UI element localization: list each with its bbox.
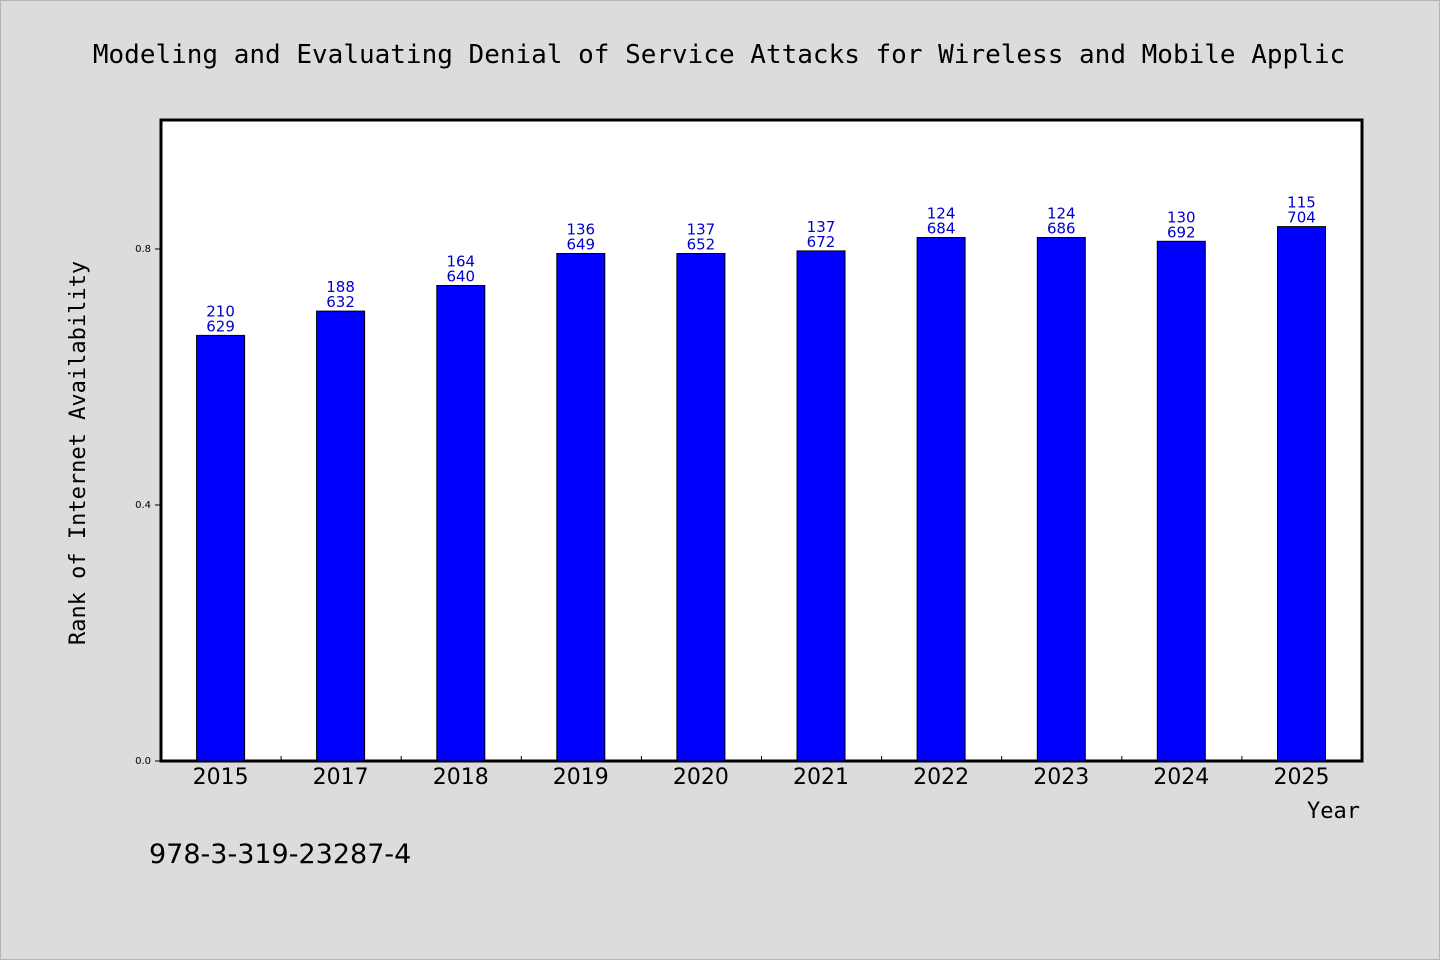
x-tick-label-2020: 2020 bbox=[673, 765, 729, 790]
bar-2021 bbox=[796, 250, 846, 762]
chart-title: Modeling and Evaluating Denial of Servic… bbox=[93, 40, 1345, 70]
x-tick-label-2023: 2023 bbox=[1033, 765, 1089, 790]
data-label-top-2025: 115 bbox=[1287, 194, 1316, 212]
x-tick-label-2019: 2019 bbox=[553, 765, 609, 790]
x-tick-label-2017: 2017 bbox=[313, 765, 369, 790]
data-label-top-2019: 136 bbox=[566, 221, 595, 239]
bar-2025 bbox=[1277, 226, 1326, 762]
data-label-bottom-2015: 629 bbox=[206, 317, 235, 335]
x-tick-label-2025: 2025 bbox=[1274, 765, 1330, 790]
x-tick-label-2015: 2015 bbox=[193, 765, 249, 790]
data-label-top-2020: 137 bbox=[687, 221, 716, 239]
x-tick-label-2024: 2024 bbox=[1153, 765, 1209, 790]
x-axis-label: Year bbox=[1307, 799, 1360, 824]
bar-2015 bbox=[196, 334, 246, 762]
bar-2018 bbox=[436, 285, 486, 762]
data-label-bottom-2018: 640 bbox=[446, 268, 475, 286]
data-label-top-2024: 130 bbox=[1167, 208, 1196, 226]
ticks-layer: 2015 2017 2018 2019 2020 2021 2022 2023 2024 2025… bbox=[135, 244, 1329, 790]
data-label-bottom-2017: 632 bbox=[326, 293, 355, 311]
x-tick-label-2018: 2018 bbox=[433, 765, 489, 790]
data-label-bottom-2024: 692 bbox=[1167, 223, 1196, 241]
bar-2020 bbox=[676, 253, 726, 762]
data-label-bottom-2020: 652 bbox=[687, 236, 716, 254]
data-label-bottom-2021: 672 bbox=[807, 233, 836, 251]
data-label-top-2018: 164 bbox=[446, 253, 475, 271]
data-label-top-2022: 124 bbox=[927, 205, 956, 223]
bar-2023 bbox=[1036, 237, 1086, 762]
data-label-top-2017: 188 bbox=[326, 278, 355, 296]
data-label-bottom-2025: 704 bbox=[1287, 209, 1316, 227]
data-label-top-2021: 137 bbox=[807, 218, 836, 236]
data-label-bottom-2023: 686 bbox=[1047, 220, 1076, 238]
bar-2022 bbox=[916, 237, 966, 762]
y-axis-label: Rank of Internet Availability bbox=[66, 261, 91, 645]
bars-layer: 2106291886321646401366491376521376721246… bbox=[196, 194, 1326, 762]
data-label-top-2015: 210 bbox=[206, 302, 235, 320]
data-label-top-2023: 124 bbox=[1047, 205, 1076, 223]
bar-2019 bbox=[556, 253, 606, 762]
y-tick-label-0.8: 0.8 bbox=[135, 244, 151, 255]
y-tick-label-0.0: 0.0 bbox=[135, 756, 151, 767]
x-tick-label-2022: 2022 bbox=[913, 765, 969, 790]
y-tick-label-0.4: 0.4 bbox=[135, 500, 151, 511]
bar-2017 bbox=[316, 310, 366, 762]
x-tick-label-2021: 2021 bbox=[793, 765, 849, 790]
bar-2024 bbox=[1156, 240, 1206, 762]
data-label-bottom-2019: 649 bbox=[566, 236, 595, 254]
isbn-text: 978-3-319-23287-4 bbox=[149, 839, 411, 870]
data-label-bottom-2022: 684 bbox=[927, 220, 956, 238]
